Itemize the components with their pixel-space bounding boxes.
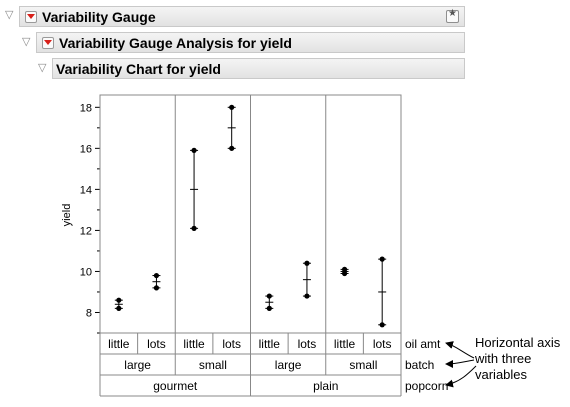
outline-header-chart[interactable]: Variability Chart for yield: [52, 58, 465, 79]
outline-title: Variability Gauge Analysis for yield: [59, 34, 292, 51]
factor-level-label: small: [349, 358, 377, 372]
data-point[interactable]: [341, 266, 348, 272]
plot-area: [99, 94, 402, 334]
annotation-line: variables: [475, 367, 528, 382]
y-tick-label: 16: [80, 143, 92, 155]
cell-marks: [190, 147, 199, 231]
red-triangle-menu-icon[interactable]: [42, 36, 54, 49]
data-point[interactable]: [153, 285, 160, 291]
cell-marks: [340, 266, 349, 277]
factor-level-label: little: [259, 337, 281, 351]
factor-name-label: batch: [405, 358, 434, 372]
red-triangle-menu-icon[interactable]: [25, 10, 37, 23]
factor-level-label: lots: [298, 337, 317, 351]
factor-level-label: little: [183, 337, 205, 351]
disclosure-triangle-icon[interactable]: ▽: [22, 36, 31, 48]
y-axis: 8 10 12 14 16 18: [80, 95, 101, 334]
data-point[interactable]: [229, 145, 235, 151]
y-tick-label: 10: [80, 266, 92, 278]
annotation-text: Horizontal axis with three variables: [475, 335, 560, 383]
data-point[interactable]: [116, 297, 122, 303]
cell-marks: [114, 297, 123, 311]
data-point[interactable]: [304, 293, 310, 299]
factor-level-label: small: [199, 358, 227, 372]
factor-name-label: oil amt: [405, 337, 441, 351]
cell-marks: [152, 272, 161, 291]
factor-level-label: lots: [373, 337, 392, 351]
y-tick-label: 14: [80, 184, 92, 196]
x-axis-factor-grid: little lots little lots little lots little lots…: [99, 333, 448, 397]
disclosure-triangle-icon[interactable]: ▽: [5, 9, 14, 21]
data-point[interactable]: [191, 225, 197, 231]
y-tick-label: 8: [86, 307, 92, 319]
data-point[interactable]: [266, 293, 272, 299]
data-point[interactable]: [229, 104, 235, 110]
factor-level-label: large: [124, 358, 151, 372]
outline-title: Variability Chart for yield: [56, 60, 221, 77]
outline-header-analysis[interactable]: Variability Gauge Analysis for yield: [36, 32, 465, 53]
cell-marks: [265, 293, 274, 311]
pin-icon[interactable]: ★: [446, 8, 459, 23]
cell-marks: [378, 256, 387, 328]
factor-level-label: gourmet: [153, 379, 198, 393]
data-point[interactable]: [191, 147, 197, 153]
factor-level-label: little: [334, 337, 356, 351]
data-point[interactable]: [304, 260, 310, 266]
factor-level-label: little: [108, 337, 130, 351]
cell-marks: [302, 260, 311, 299]
cell-marks: [227, 104, 236, 151]
data-point[interactable]: [266, 305, 272, 311]
y-axis-label: yield: [61, 204, 73, 227]
factor-level-label: large: [275, 358, 302, 372]
y-tick-label: 18: [80, 102, 92, 114]
data-point[interactable]: [116, 305, 122, 311]
outline-title: Variability Gauge: [42, 8, 156, 25]
disclosure-triangle-icon[interactable]: ▽: [38, 62, 47, 74]
factor-name-label: popcorn: [405, 379, 448, 393]
factor-level-label: lots: [147, 337, 166, 351]
outline-header-variability-gauge[interactable]: Variability Gauge ★: [19, 6, 465, 27]
y-tick-label: 12: [80, 225, 92, 237]
factor-level-label: plain: [313, 379, 338, 393]
data-point[interactable]: [153, 272, 160, 279]
data-point[interactable]: [341, 270, 348, 277]
data-point[interactable]: [379, 256, 385, 262]
data-point[interactable]: [379, 322, 385, 328]
annotation-line: Horizontal axis: [475, 335, 561, 350]
annotation-line: with three: [475, 351, 532, 366]
factor-level-label: lots: [222, 337, 241, 351]
